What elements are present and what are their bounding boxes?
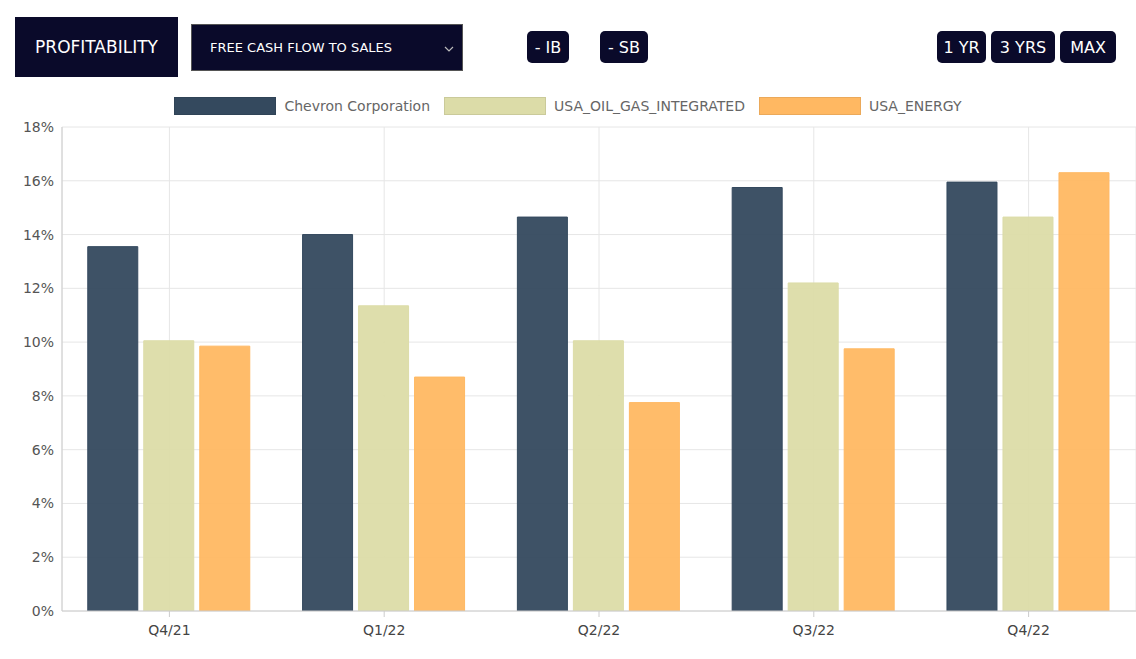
svg-text:2%: 2% (32, 549, 54, 565)
svg-text:6%: 6% (32, 442, 54, 458)
svg-text:14%: 14% (23, 227, 54, 243)
svg-text:Q1/22: Q1/22 (363, 622, 405, 638)
svg-text:4%: 4% (32, 495, 54, 511)
svg-text:10%: 10% (23, 334, 54, 350)
svg-text:Q3/22: Q3/22 (793, 622, 835, 638)
svg-text:8%: 8% (32, 388, 54, 404)
html-text:USA_OIL_GAS_INTEGRATED: USA_OIL_GAS_INTEGRATED (554, 98, 745, 114)
html-text:- IB: - IB (534, 37, 562, 57)
svg-text:0%: 0% (32, 603, 54, 619)
html-text:Chevron Corporation: Chevron Corporation (284, 98, 430, 114)
html-text:USA_ENERGY: USA_ENERGY (869, 98, 962, 114)
html-text:FREE CASH FLOW TO SALES: FREE CASH FLOW TO SALES (210, 40, 393, 55)
svg-text:Q2/22: Q2/22 (578, 622, 620, 638)
svg-text:18%: 18% (23, 119, 54, 135)
svg-text:12%: 12% (23, 280, 54, 296)
html-text:1 YR: 1 YR (943, 37, 980, 57)
html-text:- SB: - SB (608, 37, 640, 57)
svg-text:Q4/22: Q4/22 (1007, 622, 1049, 638)
svg-text:16%: 16% (23, 173, 54, 189)
html-text:PROFITABILITY: PROFITABILITY (35, 37, 158, 57)
svg-text:Q4/21: Q4/21 (148, 622, 190, 638)
html-text:3 YRS: 3 YRS (999, 37, 1047, 57)
html-text:MAX: MAX (1070, 37, 1106, 57)
